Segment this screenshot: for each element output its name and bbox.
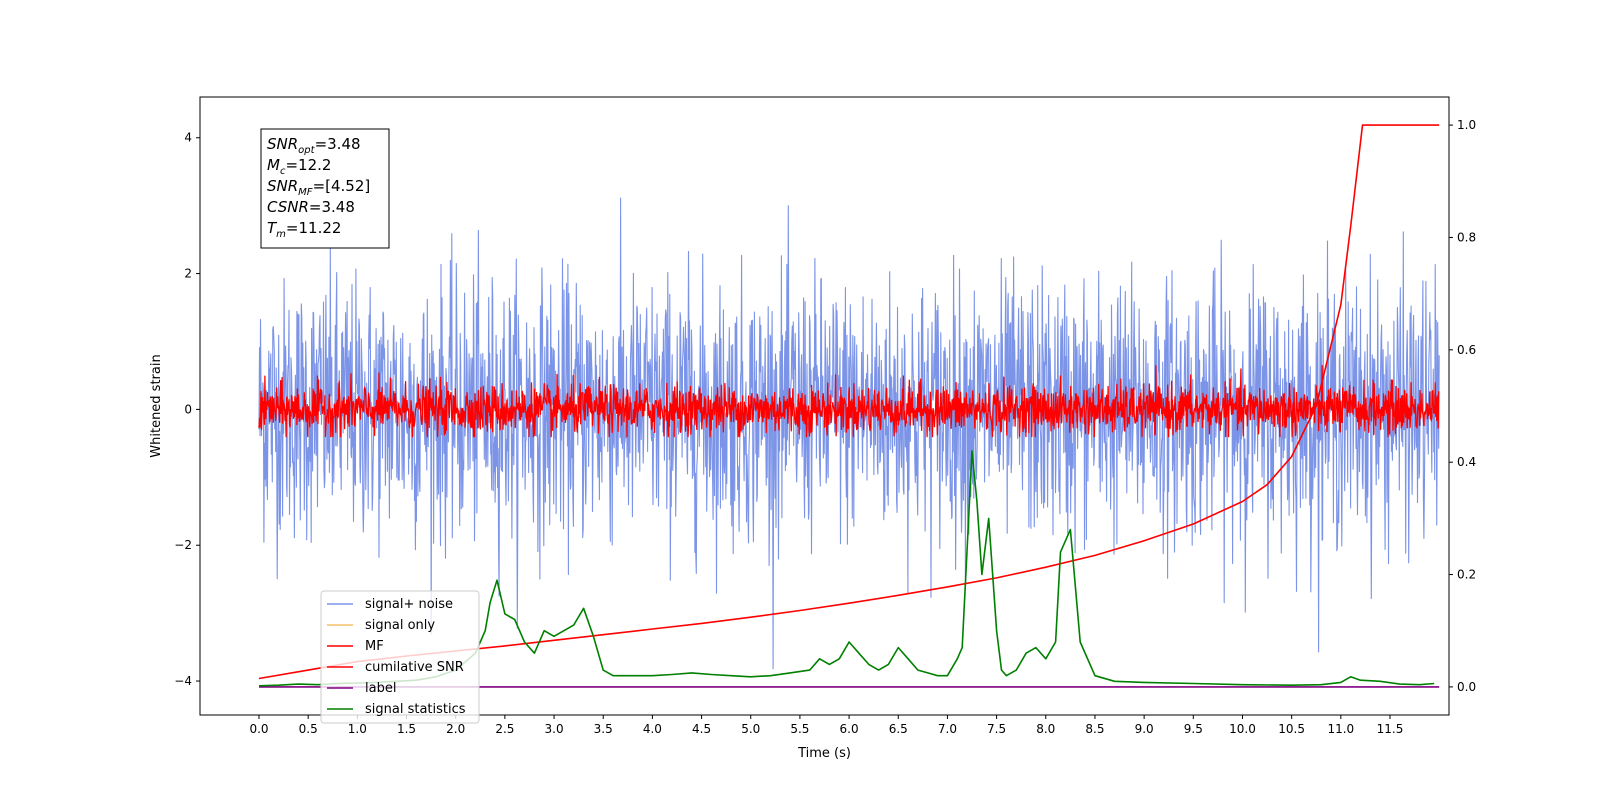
x-tick-label: 0.0	[249, 722, 268, 736]
y-axis-right: 0.0 0.2 0.4 0.6 0.8 1.0	[1449, 118, 1476, 694]
annotation-line: SNRMF=[4.52]	[267, 177, 370, 198]
x-tick-label: 10.5	[1278, 722, 1305, 736]
y2-tick-label: 0.0	[1457, 680, 1476, 694]
legend-label: MF	[365, 639, 384, 654]
y-axis-left: −4 −2 0 2 4	[174, 131, 200, 688]
y2-tick-label: 0.4	[1457, 455, 1476, 469]
x-tick-label: 11.0	[1327, 722, 1354, 736]
x-tick-label: 7.0	[938, 722, 957, 736]
annotation-line: CSNR=3.48	[267, 198, 355, 216]
x-tick-label: 4.0	[643, 722, 662, 736]
x-tick-label: 5.5	[790, 722, 809, 736]
plot-frame	[199, 96, 1450, 716]
y2-tick-label: 0.2	[1457, 568, 1476, 582]
x-tick-label: 5.0	[741, 722, 760, 736]
y2-tick-label: 0.6	[1457, 343, 1476, 357]
legend-label: signal only	[365, 618, 435, 633]
series-line-3	[258, 364, 1440, 438]
y-tick-label: 2	[184, 267, 192, 281]
legend-label: label	[365, 681, 396, 696]
x-tick-label: 9.0	[1135, 722, 1154, 736]
y-tick-label: −2	[174, 538, 192, 552]
x-tick-label: 3.0	[545, 722, 564, 736]
x-tick-label: 1.0	[348, 722, 367, 736]
x-tick-label: 6.5	[889, 722, 908, 736]
legend-label: signal statistics	[365, 702, 466, 717]
series-line-6	[258, 450, 1435, 687]
y2-tick-label: 0.8	[1457, 230, 1476, 244]
x-tick-label: 7.5	[987, 722, 1006, 736]
annotation-line: Mc=12.2	[267, 156, 331, 177]
annotation-line: SNRopt=3.48	[267, 135, 361, 156]
x-tick-label: 8.0	[1036, 722, 1055, 736]
y-tick-label: 4	[184, 131, 192, 145]
x-axis: 0.0 0.5 1.0 1.5 2.0 2.5 3.0 3.5 4.0 4.5 5.0 5.5 6.0 6…	[249, 715, 1403, 736]
annotation-frame	[260, 128, 390, 249]
legend-frame	[320, 590, 480, 724]
x-tick-label: 8.5	[1085, 722, 1104, 736]
x-tick-label: 2.5	[495, 722, 514, 736]
x-tick-label: 0.5	[299, 722, 318, 736]
series-line-4	[258, 124, 1440, 680]
legend: signal+ noise signal only MF cumilative SNR…	[320, 590, 480, 724]
y-tick-label: −4	[174, 674, 192, 688]
x-tick-label: 4.5	[692, 722, 711, 736]
annotation-line: Tm=11.22	[267, 219, 341, 240]
x-tick-label: 2.0	[446, 722, 465, 736]
x-tick-label: 10.0	[1229, 722, 1256, 736]
x-tick-label: 1.5	[397, 722, 416, 736]
y-axis-label: Whitened strain	[149, 354, 164, 457]
x-tick-label: 11.5	[1377, 722, 1404, 736]
y2-tick-label: 1.0	[1457, 118, 1476, 132]
x-tick-label: 9.5	[1184, 722, 1203, 736]
y-tick-label: 0	[184, 402, 192, 416]
legend-label: cumilative SNR	[365, 660, 464, 675]
legend-label: signal+ noise	[365, 597, 453, 612]
x-tick-label: 6.0	[840, 722, 859, 736]
x-tick-label: 3.5	[594, 722, 613, 736]
x-axis-label: Time (s)	[797, 746, 851, 761]
